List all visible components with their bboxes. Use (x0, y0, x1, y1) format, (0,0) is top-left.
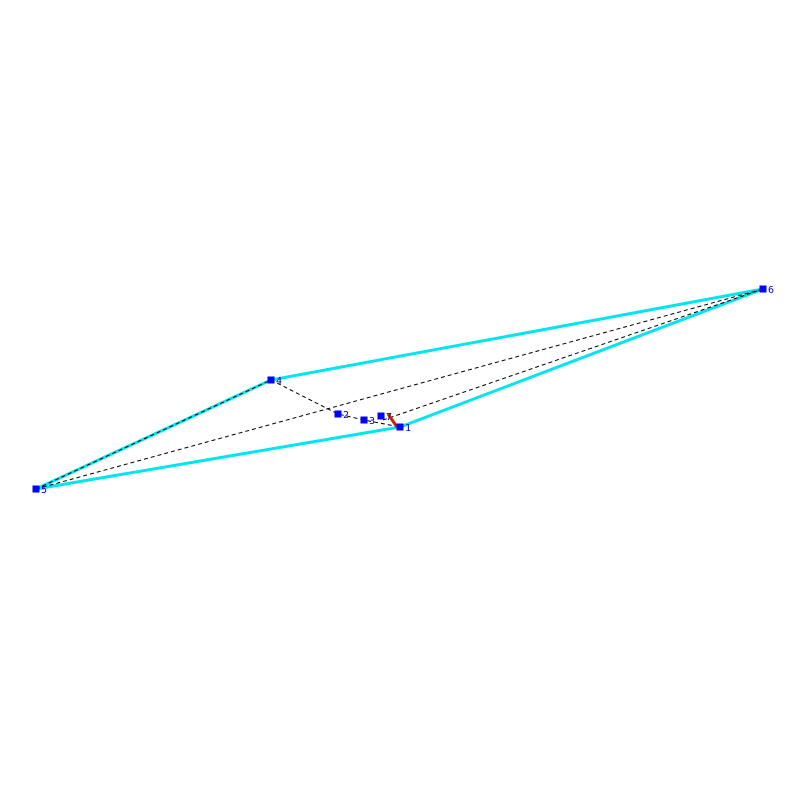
node-marker (267, 376, 275, 384)
node-label: 4 (276, 376, 282, 387)
dashed-edge (35, 379, 272, 490)
nodes: 1 2 3 4 5 6 7 (32, 285, 774, 496)
node-marker (396, 423, 404, 431)
node-marker (334, 410, 342, 418)
dashed-path (270, 379, 401, 428)
node-label: 6 (768, 285, 774, 296)
node-label: 2 (343, 410, 349, 421)
node-label: 5 (41, 485, 47, 496)
dashed-edge (382, 288, 764, 421)
node-label: 1 (405, 423, 411, 434)
hull-edge (35, 425, 401, 491)
hull-edge (399, 287, 764, 429)
dashed-edges (35, 288, 764, 490)
hull-edge (270, 287, 764, 382)
node-marker (759, 285, 767, 293)
node-label: 3 (369, 416, 375, 427)
dashed-edge (35, 288, 764, 490)
node-label: 7 (386, 412, 392, 423)
highlight-edge (386, 413, 399, 428)
node-marker (32, 485, 40, 493)
node-marker (377, 412, 385, 420)
node-marker (360, 416, 368, 424)
